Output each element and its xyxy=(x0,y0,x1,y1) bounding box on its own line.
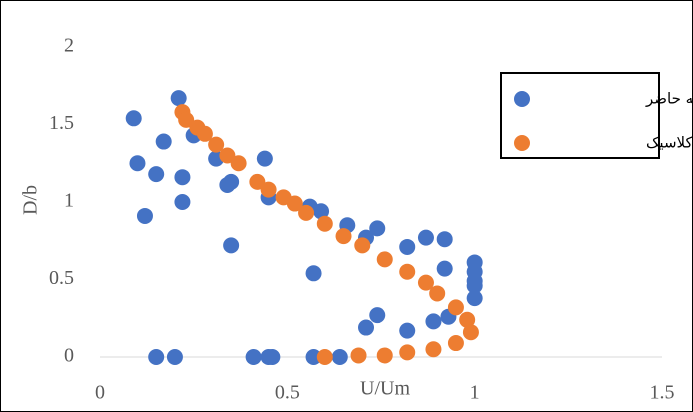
point xyxy=(466,277,483,294)
point xyxy=(376,347,393,364)
point xyxy=(436,260,453,277)
point xyxy=(466,290,483,307)
point xyxy=(230,155,247,172)
point xyxy=(174,169,191,186)
point xyxy=(178,111,195,128)
point xyxy=(286,195,303,212)
point xyxy=(447,335,464,352)
point xyxy=(425,341,442,358)
y-axis-label: D/b xyxy=(20,185,42,215)
point xyxy=(219,147,236,164)
point xyxy=(174,194,191,210)
point xyxy=(196,125,213,142)
point xyxy=(166,349,183,365)
y-tick-label: 1 xyxy=(64,190,74,212)
legend-label: کلاسیک xyxy=(646,134,693,152)
point xyxy=(462,324,479,341)
point xyxy=(264,349,281,365)
point xyxy=(305,349,322,365)
y-tick-label: 2 xyxy=(64,35,74,57)
point xyxy=(417,229,434,246)
point xyxy=(256,150,273,167)
point xyxy=(129,155,146,172)
point xyxy=(316,215,333,232)
point xyxy=(223,237,240,254)
point xyxy=(399,263,416,280)
point xyxy=(316,349,333,365)
point xyxy=(260,181,277,198)
legend-marker xyxy=(514,91,530,107)
point xyxy=(245,349,262,365)
point xyxy=(331,349,348,365)
point xyxy=(305,265,322,282)
point xyxy=(136,207,153,224)
x-axis-label: U/Um xyxy=(360,378,410,400)
y-tick-label: 0 xyxy=(64,345,74,367)
point xyxy=(249,173,266,190)
point xyxy=(148,166,165,183)
point xyxy=(436,231,453,248)
point xyxy=(399,322,416,339)
x-tick-label: 1.5 xyxy=(650,382,675,404)
point xyxy=(223,173,240,190)
point xyxy=(358,319,375,336)
point xyxy=(369,220,386,237)
point xyxy=(155,133,172,150)
point xyxy=(417,274,434,291)
point xyxy=(170,90,187,107)
x-tick-label: 0.5 xyxy=(275,382,300,404)
point xyxy=(376,251,393,268)
point xyxy=(313,203,330,220)
x-tick-label: 1 xyxy=(470,382,480,404)
point xyxy=(425,313,442,330)
point xyxy=(298,204,315,221)
point xyxy=(208,136,225,153)
point xyxy=(148,349,165,365)
point xyxy=(399,238,416,255)
point xyxy=(399,344,416,361)
x-tick-label: 0 xyxy=(95,382,105,404)
point xyxy=(354,237,371,254)
y-tick-label: 1.5 xyxy=(49,112,74,134)
point xyxy=(335,228,352,245)
point xyxy=(369,307,386,324)
y-tick-label: 0.5 xyxy=(49,267,74,289)
legend-marker xyxy=(514,135,530,151)
point xyxy=(350,347,367,364)
point xyxy=(459,311,476,328)
point xyxy=(125,110,142,127)
legend-label: مطالعه حاضر xyxy=(645,90,693,108)
point xyxy=(429,285,446,302)
point xyxy=(447,299,464,316)
